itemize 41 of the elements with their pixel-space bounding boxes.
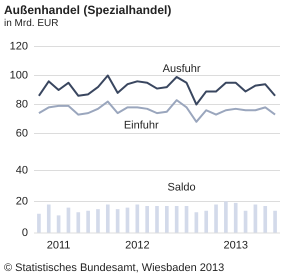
bar: [244, 210, 248, 233]
bar: [273, 210, 277, 233]
bar: [66, 208, 70, 233]
bar: [254, 204, 258, 233]
series-label: Ausfuhr: [162, 62, 201, 75]
bar: [194, 212, 198, 233]
bar: [56, 215, 60, 233]
x-tick-label: 2011: [46, 239, 70, 252]
bar: [76, 212, 80, 233]
bar: [263, 206, 268, 233]
bar: [46, 204, 51, 233]
y-tick-label: 80: [16, 98, 28, 110]
bar: [86, 210, 90, 233]
y-tick-label: 120: [10, 40, 28, 53]
y-tick-label: 100: [10, 70, 28, 82]
bar: [135, 204, 140, 233]
bar: [96, 209, 100, 233]
series-label: Saldo: [168, 182, 196, 194]
y-tick-label: 20: [16, 196, 28, 208]
bar: [214, 204, 218, 233]
bar: [116, 209, 120, 233]
chart-subtitle: in Mrd. EUR: [4, 18, 58, 29]
bar: [174, 206, 179, 233]
y-tick-label: 60: [16, 127, 28, 140]
bar: [224, 201, 228, 233]
x-tick-label: 2013: [223, 239, 248, 252]
bar: [165, 206, 169, 233]
bar: [155, 206, 159, 233]
bar: [204, 210, 208, 233]
bar: [184, 206, 188, 233]
x-tick-label: 2012: [125, 239, 150, 252]
chart-title: Außenhandel (Spezialhandel): [4, 3, 172, 17]
series-label: Einfuhr: [124, 119, 160, 132]
y-tick-label: 40: [16, 164, 28, 177]
bar: [106, 204, 110, 233]
text: © Statistisches Bundesamt, Wiesbaden 2013: [4, 262, 224, 274]
y-tick-label: 0: [22, 226, 28, 239]
bar: [126, 208, 130, 233]
bar: [37, 214, 41, 233]
bar: [234, 202, 238, 233]
bar: [145, 206, 149, 233]
